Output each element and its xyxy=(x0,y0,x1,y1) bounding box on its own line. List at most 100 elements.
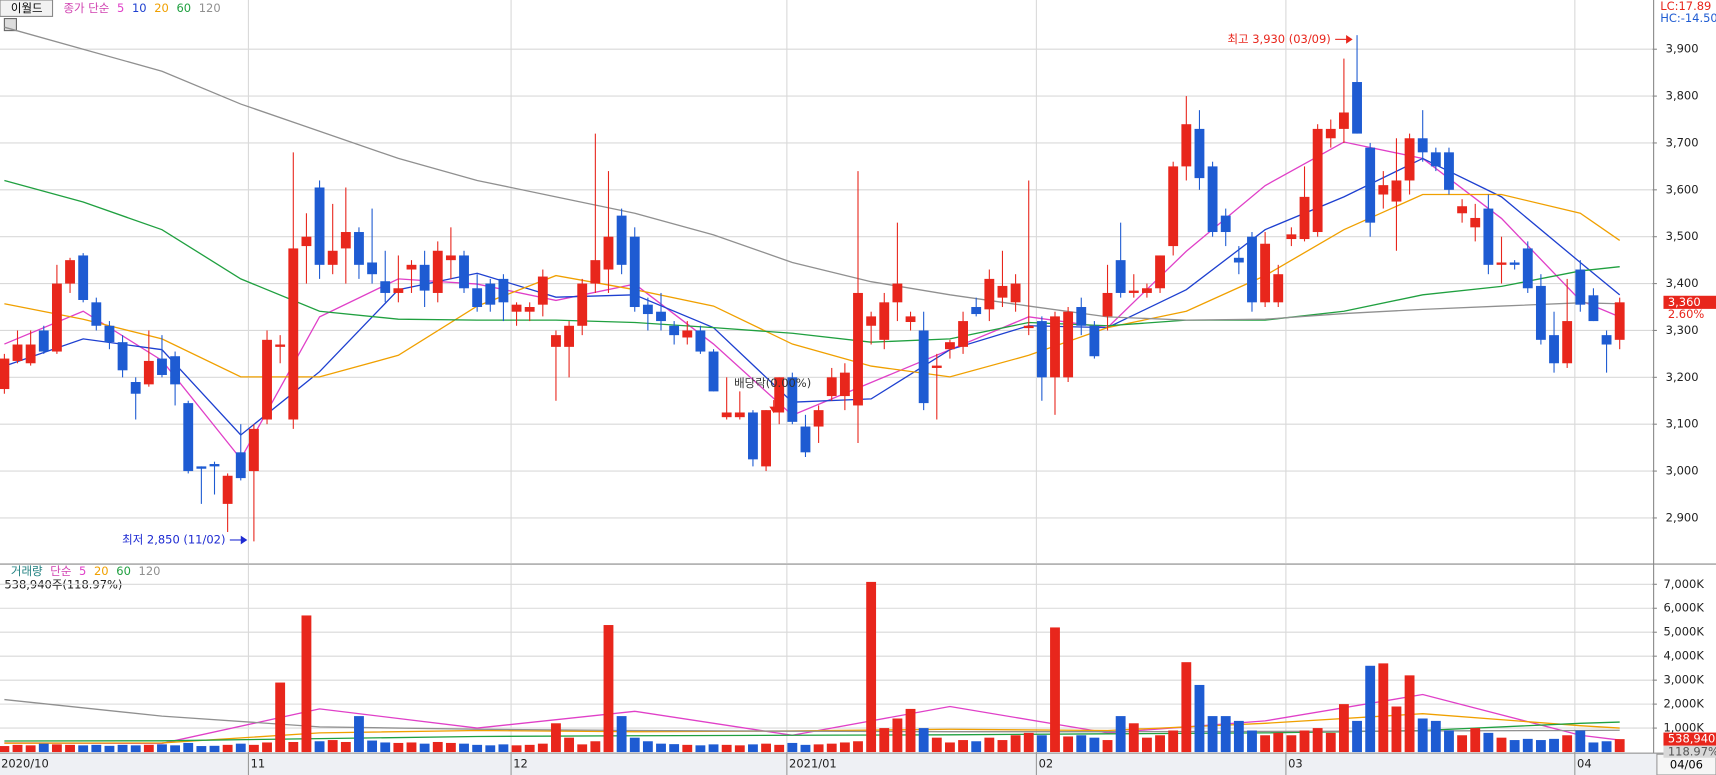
volume-bar xyxy=(1168,730,1179,753)
volume-bar xyxy=(301,615,312,753)
candle-body xyxy=(984,278,995,310)
x-tick-label: 2021/01 xyxy=(789,757,837,771)
volume-bar xyxy=(1404,675,1415,753)
candle-body xyxy=(0,358,10,390)
volume-bar xyxy=(734,745,745,753)
volume-bar xyxy=(1444,730,1454,753)
volume-bar xyxy=(1155,735,1165,753)
volume-bar xyxy=(1562,735,1573,753)
volume-bar xyxy=(1430,720,1441,753)
volume-bar xyxy=(1181,662,1192,753)
volume-bar xyxy=(1588,742,1599,753)
volume-bar xyxy=(945,742,955,753)
candle-body xyxy=(1010,283,1021,303)
candle-body xyxy=(1220,215,1231,233)
volume-bar xyxy=(695,745,706,753)
candle-body xyxy=(682,330,693,338)
volume-bar xyxy=(472,744,483,753)
x-tick-label: 11 xyxy=(251,757,266,771)
candle-body xyxy=(157,358,167,375)
y-tick-label: 3,100 xyxy=(1666,417,1699,431)
candle-body xyxy=(104,325,115,343)
candle-body xyxy=(498,278,509,303)
candle-body xyxy=(997,285,1008,298)
volume-bar xyxy=(1614,739,1625,753)
volume-bar xyxy=(524,744,535,753)
candle-body xyxy=(721,412,732,418)
candle-body xyxy=(1063,311,1074,378)
candle-body xyxy=(275,344,286,347)
volume-bar xyxy=(800,744,811,753)
candle-body xyxy=(918,330,929,404)
candle-body xyxy=(327,250,338,265)
candle-body xyxy=(1470,217,1481,228)
volume-bar xyxy=(577,744,588,753)
annotation: 최저 2,850 (11/02) xyxy=(122,532,225,546)
volume-bar xyxy=(275,682,286,753)
candle-body xyxy=(1299,196,1310,240)
candle-body xyxy=(866,316,877,326)
candle-body xyxy=(406,264,417,270)
volume-bar xyxy=(1063,736,1074,753)
candle-body xyxy=(196,466,207,469)
y-tick-label: 3,500 xyxy=(1666,229,1699,243)
volume-bar xyxy=(1115,716,1126,753)
volume-bar xyxy=(1352,720,1362,753)
volume-bar xyxy=(1102,740,1113,753)
candle-body xyxy=(537,276,548,305)
candle-body xyxy=(1562,321,1573,364)
candle-body xyxy=(511,304,522,312)
volume-bar xyxy=(1299,730,1310,753)
candle-body xyxy=(1378,185,1389,195)
y-tick-label: 3,600 xyxy=(1666,182,1699,196)
y-tick-label: 3,300 xyxy=(1666,323,1699,337)
volume-bar xyxy=(1378,663,1389,753)
candle-body xyxy=(695,330,706,352)
volume-bar xyxy=(918,728,929,753)
volume-bar xyxy=(65,744,75,753)
volume-bar xyxy=(931,737,942,753)
candle-body xyxy=(354,232,364,265)
volume-bar xyxy=(1207,716,1218,753)
candle-body xyxy=(839,372,850,397)
candle-body xyxy=(1588,295,1599,322)
candle-body xyxy=(367,262,378,275)
candle-body xyxy=(1247,236,1257,303)
candle-body xyxy=(1575,269,1586,305)
volume-bar xyxy=(1128,723,1139,753)
candle-body xyxy=(1522,248,1533,289)
candle-body xyxy=(209,464,220,467)
candle-body xyxy=(892,283,903,303)
candle-body xyxy=(879,302,890,340)
volume-bar xyxy=(905,708,916,753)
stock-name-box[interactable] xyxy=(0,0,54,17)
current-date: 04/06 xyxy=(1670,758,1703,772)
volume-bar xyxy=(485,745,496,753)
candle-body xyxy=(748,412,758,460)
annotation-arrowhead xyxy=(769,406,779,414)
volume-bar xyxy=(1575,730,1586,753)
legend-entry: 거래량 xyxy=(11,564,43,578)
volume-bar xyxy=(157,744,167,753)
volume-bar xyxy=(1050,627,1060,753)
candle-body xyxy=(472,288,483,308)
volume-bar xyxy=(1023,732,1034,753)
stock-name[interactable]: 이월드 xyxy=(11,1,43,15)
candle-body xyxy=(1614,302,1625,340)
candle-body xyxy=(551,335,561,347)
volume-bar xyxy=(721,744,732,753)
volume-bar xyxy=(1549,738,1559,753)
candle-body xyxy=(708,351,719,392)
volume-bar xyxy=(997,740,1008,753)
candle-body xyxy=(800,426,811,453)
volume-bar xyxy=(629,737,640,753)
candle-body xyxy=(459,255,469,289)
candle-body xyxy=(1089,325,1100,357)
candle-body xyxy=(91,302,102,326)
candle-body xyxy=(1260,243,1271,303)
legend-entry: 120 xyxy=(139,564,161,578)
candle-body xyxy=(1325,128,1336,139)
volume-bar xyxy=(787,742,798,753)
volume-bar xyxy=(892,718,903,753)
volume-bar xyxy=(1089,737,1100,753)
